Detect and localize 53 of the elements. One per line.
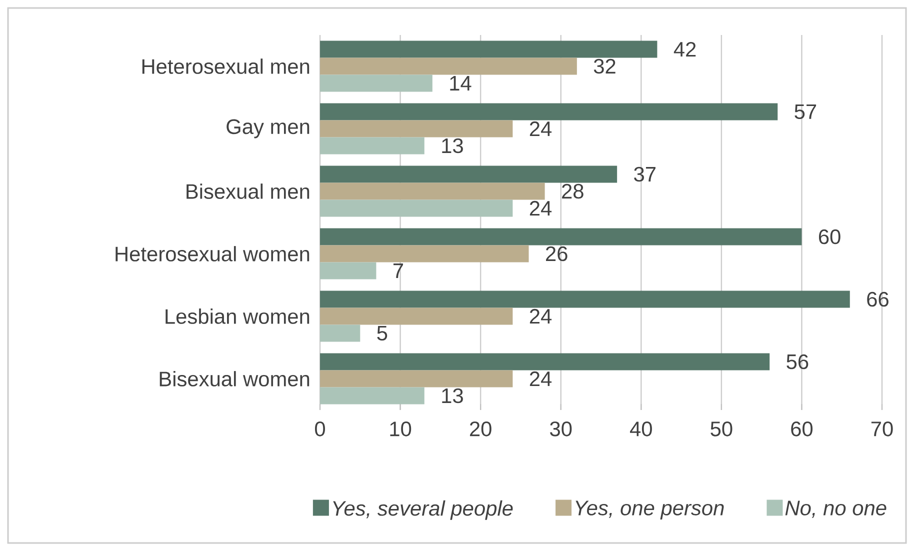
data-label: 42 <box>674 42 696 57</box>
bar <box>320 40 658 58</box>
y-tick-label: Gay men <box>226 119 310 138</box>
x-tick-label: 70 <box>871 422 893 436</box>
y-tick-label: Heterosexual men <box>142 58 310 74</box>
bar <box>320 166 618 183</box>
bar <box>320 120 513 138</box>
data-label: 60 <box>818 229 840 244</box>
x-tick-label: 50 <box>710 422 732 436</box>
bar <box>320 74 432 92</box>
bar <box>320 182 545 200</box>
bar <box>320 308 513 325</box>
bar <box>320 58 577 75</box>
data-label: 37 <box>634 166 656 182</box>
bar <box>320 137 424 154</box>
bar <box>320 290 850 308</box>
data-label: 66 <box>867 292 888 307</box>
data-label: 13 <box>442 138 463 154</box>
x-tick-label: 30 <box>550 422 572 436</box>
y-tick-label: Bisexual men <box>186 184 310 199</box>
bar <box>320 200 513 217</box>
data-label: 32 <box>594 58 616 74</box>
legend-label: Yes, one person <box>576 500 724 520</box>
legend-label: No, no one <box>785 500 886 518</box>
bar <box>320 353 770 370</box>
bar <box>320 370 513 388</box>
y-tick-label: Lesbian women <box>166 308 310 324</box>
data-label: 24 <box>530 371 552 386</box>
data-label: 28 <box>562 184 584 199</box>
data-label: 7 <box>393 264 403 278</box>
y-tick-label: Heterosexual women <box>116 246 310 262</box>
bar <box>320 324 360 342</box>
x-tick-label: 0 <box>315 422 325 436</box>
y-tick-label: Bisexual women <box>160 371 310 386</box>
data-label: 5 <box>377 326 388 341</box>
data-label: 24 <box>530 121 552 136</box>
data-label: 13 <box>442 388 463 404</box>
data-label: 24 <box>530 308 552 324</box>
bar <box>320 262 376 280</box>
bar <box>320 228 802 246</box>
data-label: 57 <box>794 104 816 120</box>
data-label: 26 <box>546 246 568 262</box>
bar <box>320 103 778 120</box>
bar <box>320 245 529 262</box>
x-tick-label: 60 <box>791 422 813 436</box>
bar <box>320 387 424 404</box>
data-label: 14 <box>450 76 472 90</box>
data-label: 56 <box>786 354 808 370</box>
x-tick-label: 40 <box>630 422 652 436</box>
x-tick-label: 20 <box>470 422 492 436</box>
x-tick-label: 10 <box>390 422 412 436</box>
data-label: 24 <box>530 200 552 216</box>
legend-label: Yes, several people <box>333 500 513 520</box>
